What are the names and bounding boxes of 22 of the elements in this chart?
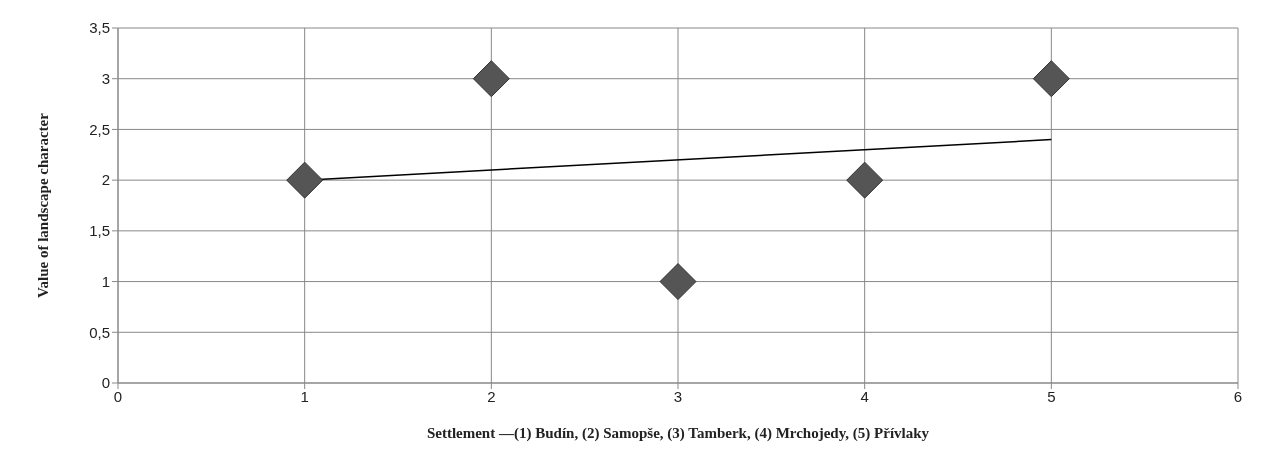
y-tick-label: 0,5	[89, 323, 110, 341]
y-tick-label: 3,5	[89, 19, 110, 37]
y-tick-label: 3	[101, 70, 110, 88]
y-tick-label: 1	[101, 272, 110, 290]
point	[1032, 60, 1070, 98]
x-tick-label: 4	[860, 387, 869, 405]
y-tick-label: 0	[101, 374, 110, 392]
x-tick-label: 3	[673, 387, 683, 405]
point	[472, 60, 510, 98]
x-tick-label: 1	[300, 387, 309, 405]
x-tick-label: 2	[487, 387, 496, 405]
y-tick-label: 2,5	[89, 120, 110, 138]
point	[659, 263, 697, 301]
x-tick-label: 5	[1047, 387, 1056, 405]
point	[846, 161, 884, 199]
x-tick-label: 0	[113, 387, 123, 405]
y-tick-label: 1,5	[89, 222, 110, 240]
point	[286, 161, 324, 199]
x-tick-label: 6	[1233, 387, 1243, 405]
y-axis-title: Value of landscape character	[35, 112, 52, 298]
x-axis-title: Settlement —(1) Budín, (2) Samopše, (3) Tamberk, (4) Mrchojedy, (5) Přívlaky	[426, 425, 930, 442]
y-tick-label: 2	[101, 171, 110, 189]
